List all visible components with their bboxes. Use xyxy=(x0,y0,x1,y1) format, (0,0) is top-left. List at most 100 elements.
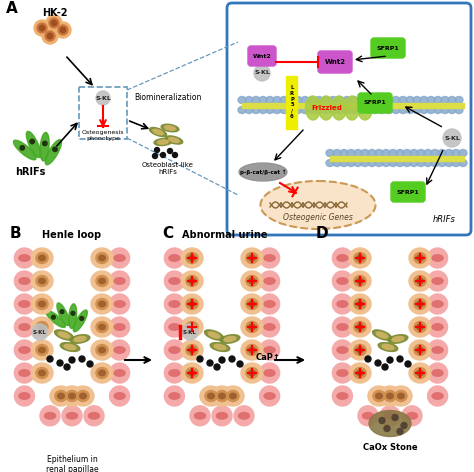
Ellipse shape xyxy=(417,150,425,157)
Circle shape xyxy=(173,152,177,158)
Ellipse shape xyxy=(91,317,113,337)
Ellipse shape xyxy=(438,150,446,157)
Ellipse shape xyxy=(208,332,219,338)
Circle shape xyxy=(109,363,129,383)
Text: Abnormal urine: Abnormal urine xyxy=(182,230,268,240)
Ellipse shape xyxy=(417,278,423,284)
Ellipse shape xyxy=(357,370,363,376)
Ellipse shape xyxy=(361,160,369,167)
Circle shape xyxy=(237,361,243,367)
Circle shape xyxy=(332,248,352,268)
Circle shape xyxy=(358,406,378,426)
Circle shape xyxy=(80,317,83,320)
Bar xyxy=(242,102,464,108)
Ellipse shape xyxy=(406,96,414,103)
Circle shape xyxy=(260,294,280,314)
Text: B: B xyxy=(10,226,22,241)
Ellipse shape xyxy=(349,363,371,383)
Ellipse shape xyxy=(392,107,400,113)
Ellipse shape xyxy=(169,137,179,143)
Circle shape xyxy=(109,340,129,360)
Circle shape xyxy=(207,360,213,366)
Circle shape xyxy=(60,310,64,313)
Ellipse shape xyxy=(227,390,239,402)
Ellipse shape xyxy=(357,347,363,353)
Ellipse shape xyxy=(376,393,383,399)
Circle shape xyxy=(53,147,57,152)
Ellipse shape xyxy=(357,107,365,113)
Ellipse shape xyxy=(99,278,105,284)
Ellipse shape xyxy=(378,96,386,103)
Ellipse shape xyxy=(354,160,362,167)
Text: p-β-cat/β-cat ↑: p-β-cat/β-cat ↑ xyxy=(240,169,286,175)
Circle shape xyxy=(332,363,352,383)
Ellipse shape xyxy=(19,278,30,284)
Ellipse shape xyxy=(31,271,53,291)
Circle shape xyxy=(39,25,45,31)
Ellipse shape xyxy=(395,390,407,402)
Ellipse shape xyxy=(230,393,237,399)
Ellipse shape xyxy=(186,276,198,287)
Bar xyxy=(330,155,464,160)
Ellipse shape xyxy=(39,301,46,307)
Ellipse shape xyxy=(364,96,372,103)
Ellipse shape xyxy=(357,301,363,307)
Ellipse shape xyxy=(308,96,316,103)
Ellipse shape xyxy=(264,324,275,330)
Ellipse shape xyxy=(431,160,439,167)
Ellipse shape xyxy=(224,337,236,342)
Ellipse shape xyxy=(189,324,195,330)
Text: Frizzled: Frizzled xyxy=(311,105,342,111)
Ellipse shape xyxy=(399,96,407,103)
Circle shape xyxy=(260,248,280,268)
Ellipse shape xyxy=(343,107,351,113)
Ellipse shape xyxy=(31,248,53,268)
Circle shape xyxy=(34,20,50,36)
Circle shape xyxy=(428,317,447,337)
Ellipse shape xyxy=(326,160,334,167)
Ellipse shape xyxy=(329,96,337,103)
Ellipse shape xyxy=(96,276,108,287)
Ellipse shape xyxy=(91,363,113,383)
Ellipse shape xyxy=(441,96,449,103)
Ellipse shape xyxy=(210,343,230,352)
Circle shape xyxy=(14,294,35,314)
Circle shape xyxy=(392,414,398,421)
FancyBboxPatch shape xyxy=(391,182,425,202)
Ellipse shape xyxy=(438,160,446,167)
Ellipse shape xyxy=(99,370,105,376)
Ellipse shape xyxy=(337,278,348,284)
Circle shape xyxy=(14,386,35,406)
Ellipse shape xyxy=(410,160,418,167)
Text: SFRP1: SFRP1 xyxy=(397,189,419,194)
Circle shape xyxy=(365,356,371,362)
Ellipse shape xyxy=(19,255,30,261)
Circle shape xyxy=(397,356,403,362)
Ellipse shape xyxy=(445,150,453,157)
Circle shape xyxy=(164,317,184,337)
Ellipse shape xyxy=(452,160,460,167)
Ellipse shape xyxy=(376,332,388,338)
Ellipse shape xyxy=(91,340,113,360)
Circle shape xyxy=(47,33,53,39)
Ellipse shape xyxy=(238,413,249,419)
Circle shape xyxy=(401,422,407,429)
Ellipse shape xyxy=(186,368,198,379)
Ellipse shape xyxy=(389,150,397,157)
Circle shape xyxy=(260,271,280,291)
Ellipse shape xyxy=(354,345,366,355)
Ellipse shape xyxy=(354,368,366,379)
Ellipse shape xyxy=(246,253,258,263)
Ellipse shape xyxy=(31,340,53,360)
Ellipse shape xyxy=(350,96,358,103)
Ellipse shape xyxy=(414,321,426,332)
Ellipse shape xyxy=(91,248,113,268)
FancyBboxPatch shape xyxy=(248,46,276,66)
Text: S·KL: S·KL xyxy=(254,70,270,76)
Ellipse shape xyxy=(357,96,373,120)
Circle shape xyxy=(405,361,411,367)
Circle shape xyxy=(190,406,210,426)
Circle shape xyxy=(109,386,129,406)
Circle shape xyxy=(109,248,129,268)
Ellipse shape xyxy=(388,335,408,343)
